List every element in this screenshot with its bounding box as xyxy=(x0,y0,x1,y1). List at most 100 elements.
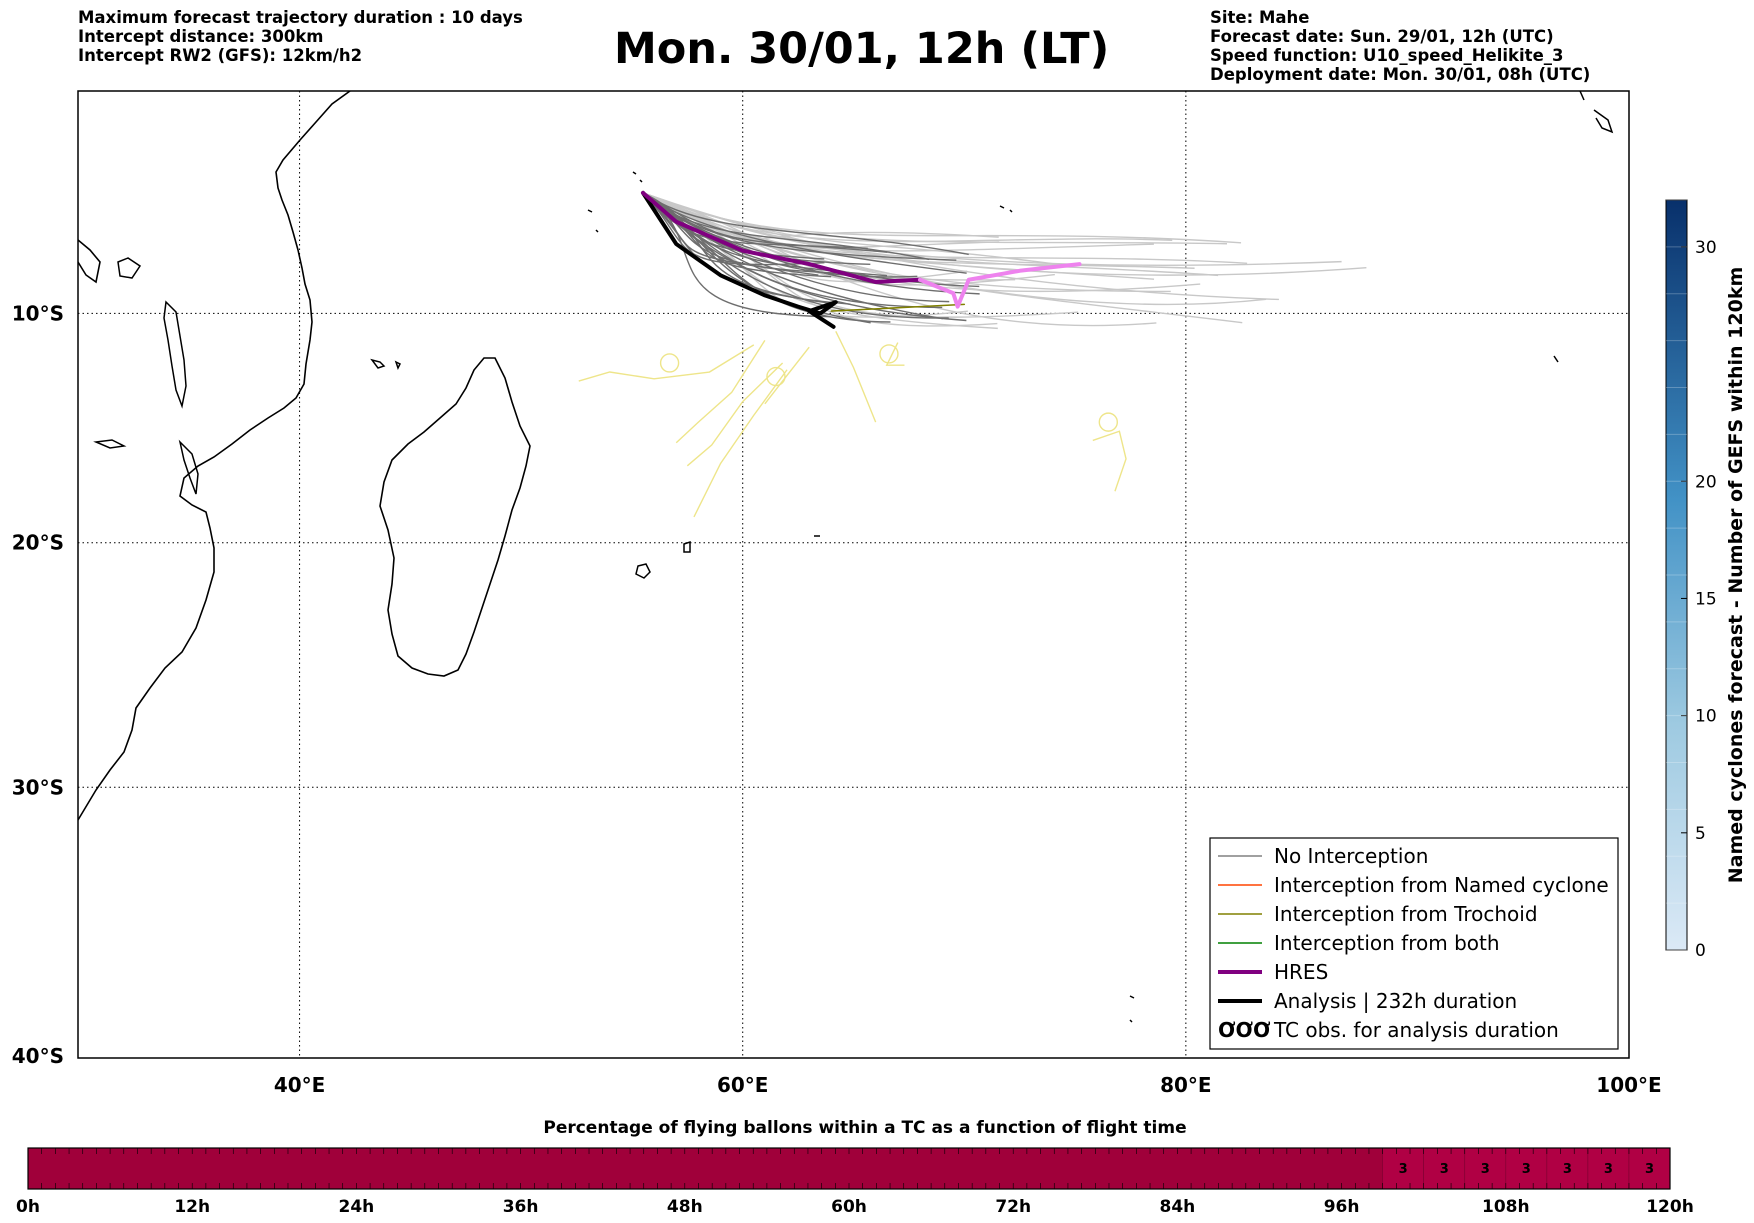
flight-time-cell-value: 3 xyxy=(1481,1162,1490,1177)
latitude-labels: 10°S 20°S 30°S 40°S xyxy=(12,301,64,1068)
flight-time-cell xyxy=(1505,1147,1548,1190)
lon-tick-label: 40°E xyxy=(274,1073,326,1097)
lon-tick-label: 80°E xyxy=(1160,1073,1212,1097)
flight-time-hour-label: 60h xyxy=(831,1197,867,1217)
tc-loop xyxy=(879,344,899,364)
flight-time-bar-hour-labels: 0h 12h 24h 36h 48h 60h 72h 84h 96h 108h 120h xyxy=(16,1197,1694,1217)
hres-track xyxy=(641,190,922,284)
header-intercept-rw2: Intercept RW2 (GFS): 12km/h2 xyxy=(78,46,363,65)
coastline-africa xyxy=(78,91,351,821)
ensemble-track xyxy=(642,192,1157,327)
flight-time-cell-value: 3 xyxy=(1522,1162,1531,1177)
flight-time-hour-label: 96h xyxy=(1324,1197,1360,1217)
map-frame xyxy=(77,90,1630,1059)
trajectory-tracks xyxy=(578,190,1367,518)
header-deployment-date: Deployment date: Mon. 30/01, 08h (UTC) xyxy=(1210,65,1591,84)
header-forecast-date: Forecast date: Sun. 29/01, 12h (UTC) xyxy=(1210,27,1554,46)
flight-time-hour-label: 0h xyxy=(16,1197,40,1217)
lat-tick-label: 10°S xyxy=(12,301,64,325)
tc-loop xyxy=(659,353,680,373)
header-site: Site: Mahe xyxy=(1210,8,1310,27)
legend-frame xyxy=(1209,837,1619,1050)
header-left: Maximum forecast trajectory duration : 1… xyxy=(78,8,523,65)
page-title: Mon. 30/01, 12h (LT) xyxy=(614,24,1110,74)
legend-label: Analysis | 232h duration xyxy=(1274,989,1517,1013)
flight-time-hour-label: 108h xyxy=(1482,1197,1530,1217)
hres-tc-track xyxy=(917,262,1082,309)
flight-time-bar-frame xyxy=(27,1147,1671,1190)
header-intercept-distance: Intercept distance: 300km xyxy=(78,27,324,46)
lat-tick-label: 20°S xyxy=(12,531,64,555)
tc-track xyxy=(578,344,755,382)
coastline-cocos xyxy=(1553,355,1559,363)
flight-time-cell xyxy=(1464,1147,1507,1190)
lon-tick-label: 100°E xyxy=(1596,1073,1661,1097)
tc-track xyxy=(885,342,905,366)
colorbar-tick-label: 0 xyxy=(1695,941,1706,961)
header-trajectory-duration: Maximum forecast trajectory duration : 1… xyxy=(78,8,523,27)
coastline-africa-north xyxy=(78,239,101,284)
tc-track xyxy=(835,331,877,423)
tc-track xyxy=(693,369,788,518)
longitude-labels: 40°E 60°E 80°E 100°E xyxy=(274,1073,1662,1097)
coastline-lake-victoria xyxy=(117,257,142,279)
lat-tick-label: 30°S xyxy=(12,775,64,799)
coastline-comoros xyxy=(370,358,402,370)
legend-label: Interception from both xyxy=(1274,931,1500,955)
tc-track xyxy=(764,346,810,405)
map-grid xyxy=(78,91,1629,1058)
header-right: Site: Mahe Forecast date: Sun. 29/01, 12… xyxy=(1210,8,1590,84)
flight-time-cell-value: 3 xyxy=(1563,1162,1572,1177)
trochoid-track xyxy=(830,303,966,312)
flight-time-cell-value: 3 xyxy=(1399,1162,1408,1177)
ensemble-track xyxy=(642,192,1079,318)
colorbar: 0 5 10 15 20 30 Named cyclones forecast - Num… xyxy=(1665,199,1747,961)
tc-track xyxy=(686,362,784,467)
coastline-seychelles xyxy=(587,171,643,233)
flight-time-cell-value: 3 xyxy=(1645,1162,1654,1177)
ensemble-track xyxy=(642,192,1227,245)
legend-label: Interception from Trochoid xyxy=(1274,902,1538,926)
flight-time-hour-label: 72h xyxy=(995,1197,1031,1217)
colorbar-tick-label: 5 xyxy=(1695,824,1706,844)
coastline-mauritius xyxy=(635,563,651,579)
flight-time-cell xyxy=(1628,1147,1671,1190)
flight-time-hour-label: 12h xyxy=(174,1197,210,1217)
coastline-madagascar xyxy=(379,357,531,677)
colorbar-title: Named cyclones forecast - Number of GEFS… xyxy=(1725,267,1747,884)
lat-tick-label: 40°S xyxy=(12,1044,64,1068)
coastlines xyxy=(78,91,1614,1023)
coastline-lake-tanganyika xyxy=(163,300,187,409)
flight-time-hour-label: 120h xyxy=(1646,1197,1694,1217)
tc-loop xyxy=(1098,412,1119,432)
flight-time-cell-value: 3 xyxy=(1440,1162,1449,1177)
ensemble-track xyxy=(642,192,1219,277)
tc-loop xyxy=(766,366,786,387)
tc-track xyxy=(1092,430,1127,492)
legend-label: HRES xyxy=(1274,960,1328,984)
analysis-track xyxy=(641,190,838,329)
flight-time-bar-body: 3 3 3 3 3 3 3 xyxy=(27,1147,1671,1190)
legend-label: No Interception xyxy=(1274,844,1428,868)
flight-time-hour-label: 48h xyxy=(667,1197,703,1217)
flight-time-bar: Percentage of flying ballons within a TC… xyxy=(16,1118,1694,1217)
colorbar-ramp xyxy=(1665,199,1688,951)
flight-time-hour-label: 24h xyxy=(339,1197,375,1217)
colorbar-tick-label: 20 xyxy=(1695,472,1717,492)
legend-symbol: ƠƠƠ xyxy=(1218,1018,1271,1042)
colorbar-tick-label: 10 xyxy=(1695,707,1717,727)
flight-time-bar-title: Percentage of flying ballons within a TC… xyxy=(543,1118,1186,1138)
flight-time-hour-label: 36h xyxy=(503,1197,539,1217)
flight-time-hour-label: 84h xyxy=(1160,1197,1196,1217)
legend-label: Interception from Named cyclone xyxy=(1274,873,1609,897)
colorbar-ticks: 0 5 10 15 20 30 xyxy=(1666,199,1717,961)
coastline-reunion xyxy=(683,540,691,553)
coastline-amsterdam xyxy=(1129,995,1135,1023)
legend: No Interception Interception from Named c… xyxy=(1209,837,1619,1050)
header-speed-function: Speed function: U10_speed_Helikite_3 xyxy=(1210,46,1564,65)
tc-track xyxy=(675,339,766,444)
coastline-sri-lanka-corner xyxy=(1579,91,1614,134)
no-interception-track xyxy=(642,192,969,256)
flight-time-cell-value: 3 xyxy=(1604,1162,1613,1177)
